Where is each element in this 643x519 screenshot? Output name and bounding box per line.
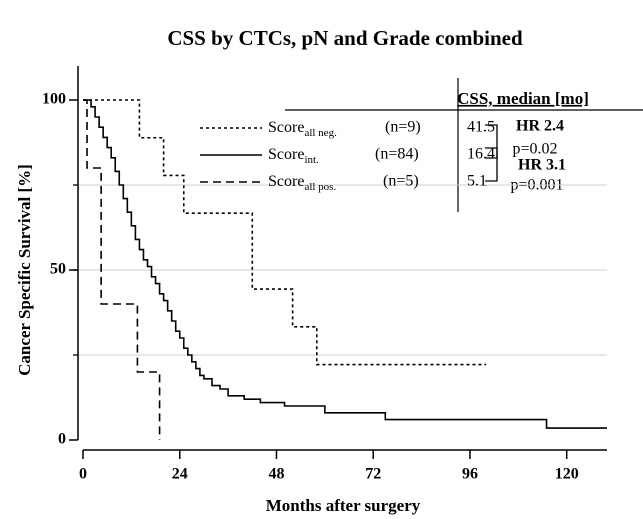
median-value: 16.4: [467, 146, 495, 163]
median-value: 5.1: [467, 173, 487, 190]
legend-label: Scoreint.: [268, 146, 319, 166]
legend-label: Scoreall neg.: [268, 119, 337, 139]
median-value: 41.5: [467, 119, 495, 136]
legend-subscript: all pos.: [304, 181, 336, 193]
survival-curve: [83, 99, 487, 366]
bracket: [485, 124, 498, 159]
legend-label: Scoreall pos.: [268, 173, 336, 193]
x-tick-label: 0: [79, 466, 87, 483]
hr-label: HR 3.1: [518, 157, 566, 174]
x-axis-label: Months after surgery: [266, 496, 421, 515]
table-header: CSS, median [mo]: [457, 89, 589, 108]
legend-name: Score: [268, 119, 304, 136]
legend-n: (n=9): [385, 119, 421, 136]
survival-curve: [83, 99, 607, 429]
legend-subscript: int.: [304, 154, 319, 166]
y-tick-label: 50: [50, 261, 66, 278]
x-tick-label: 24: [172, 466, 188, 483]
legend-name: Score: [268, 173, 304, 190]
legend-n: (n=84): [375, 146, 419, 163]
legend-n: (n=5): [383, 173, 419, 190]
bracket: [485, 147, 498, 182]
legend-name: Score: [268, 146, 304, 163]
hr-label: HR 2.4: [516, 118, 564, 135]
chart-title: CSS by CTCs, pN and Grade combined: [167, 26, 523, 50]
y-tick-label: 100: [42, 91, 66, 108]
survival-curve: [83, 99, 161, 440]
x-tick-label: 120: [555, 466, 579, 483]
x-tick-label: 72: [365, 466, 381, 483]
x-tick-label: 48: [268, 466, 284, 483]
y-tick-label: 0: [58, 431, 66, 448]
y-axis-label: Cancer Specific Survival [%]: [15, 164, 34, 376]
legend-subscript: all neg.: [304, 127, 337, 139]
p-label: p=0.02: [512, 141, 557, 158]
x-tick-label: 96: [462, 466, 478, 483]
